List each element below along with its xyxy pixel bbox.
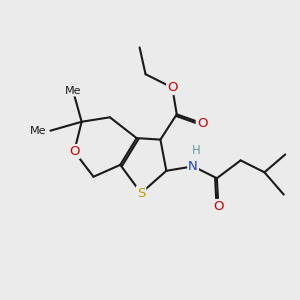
Text: O: O (213, 200, 224, 213)
Text: Me: Me (29, 126, 46, 136)
Text: Me: Me (64, 85, 81, 96)
Text: O: O (167, 81, 178, 94)
Text: O: O (69, 145, 80, 158)
Text: N: N (188, 160, 198, 173)
Text: O: O (197, 117, 207, 130)
Text: H: H (192, 143, 200, 157)
Text: S: S (137, 187, 145, 200)
